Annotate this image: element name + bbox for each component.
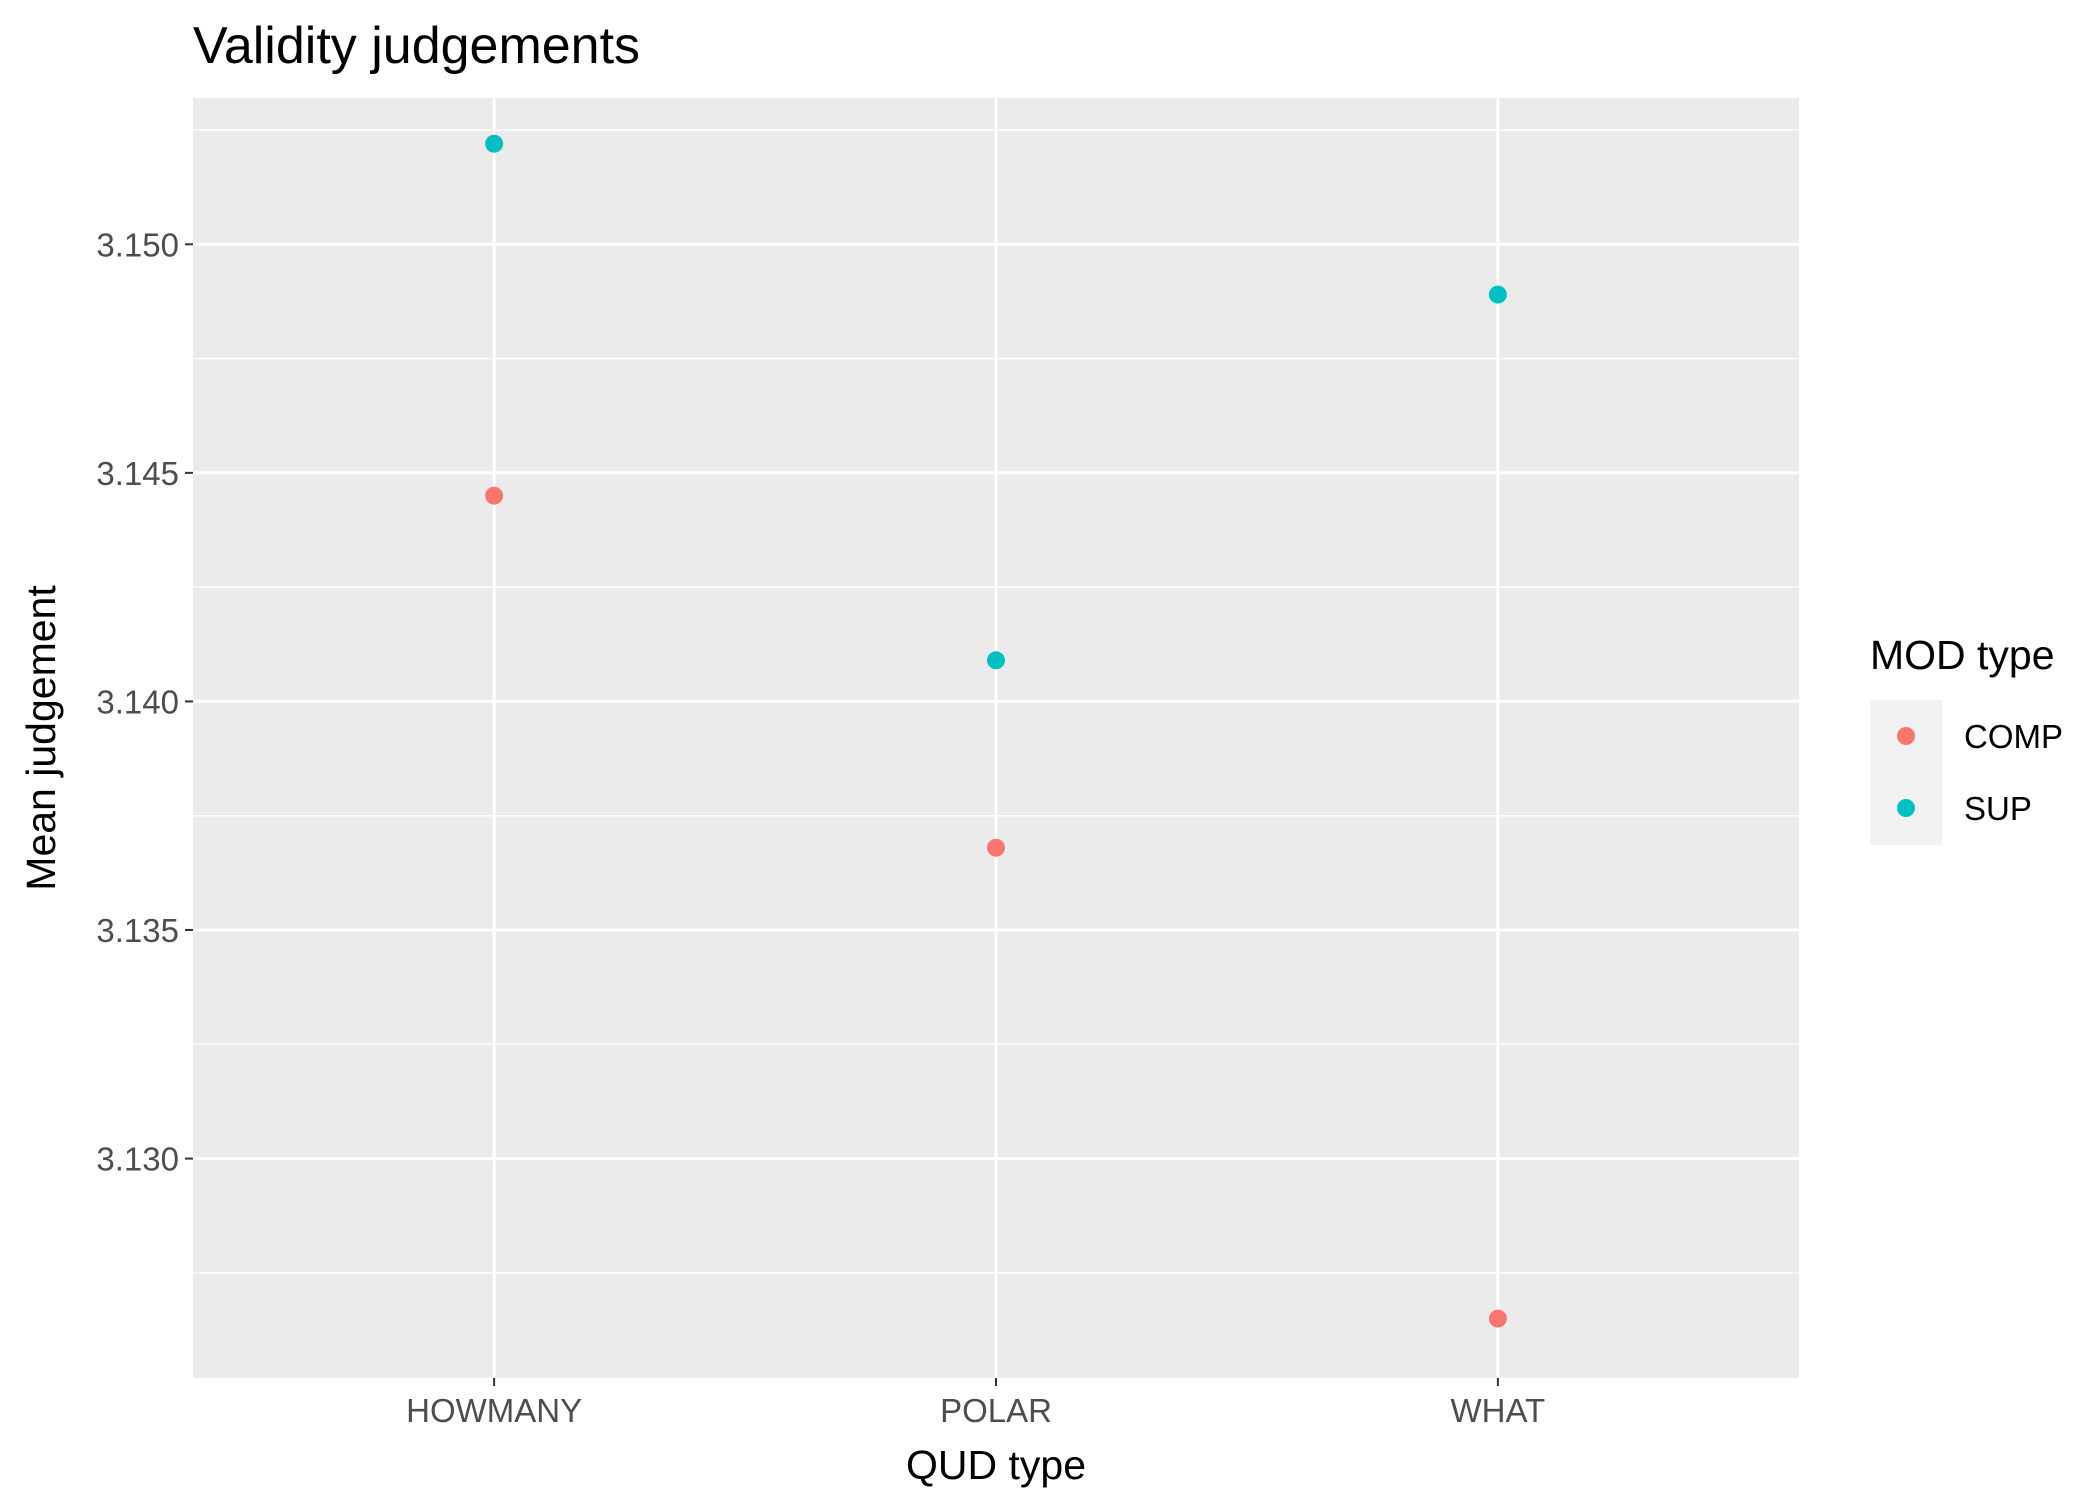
- legend-label-sup: SUP: [1964, 790, 2032, 827]
- legend-items: COMP SUP: [1897, 718, 2063, 827]
- point-comp: [485, 486, 504, 505]
- x-tick-label: HOWMANY: [406, 1392, 582, 1429]
- y-tick-label: 3.145: [96, 455, 179, 492]
- y-axis-title: Mean judgement: [18, 585, 64, 891]
- legend-key-comp: [1897, 727, 1915, 745]
- x-tick-label: WHAT: [1451, 1392, 1546, 1429]
- point-sup: [485, 134, 504, 153]
- point-comp: [987, 838, 1005, 857]
- legend-label-comp: COMP: [1964, 718, 2063, 755]
- x-axis: HOWMANY POLAR WHAT: [406, 1378, 1545, 1429]
- legend-key-sup: [1897, 799, 1915, 817]
- legend-key-background: [1870, 700, 1942, 845]
- point-comp: [1488, 1309, 1507, 1328]
- y-tick-label: 3.130: [96, 1141, 179, 1178]
- x-tick-label: POLAR: [940, 1392, 1052, 1429]
- y-tick-label: 3.150: [96, 226, 179, 263]
- y-axis: 3.130 3.135 3.140 3.145 3.150: [96, 226, 193, 1178]
- point-sup: [987, 651, 1005, 670]
- legend: MOD type COMP SUP: [1870, 632, 2063, 845]
- point-sup: [1488, 285, 1507, 304]
- chart-title: Validity judgements: [193, 17, 640, 75]
- x-axis-title: QUD type: [906, 1442, 1086, 1488]
- y-tick-label: 3.135: [96, 912, 179, 949]
- data-points: [485, 134, 1507, 1328]
- major-gridlines: [193, 98, 1799, 1378]
- y-tick-label: 3.140: [96, 683, 179, 720]
- legend-title: MOD type: [1870, 632, 2055, 678]
